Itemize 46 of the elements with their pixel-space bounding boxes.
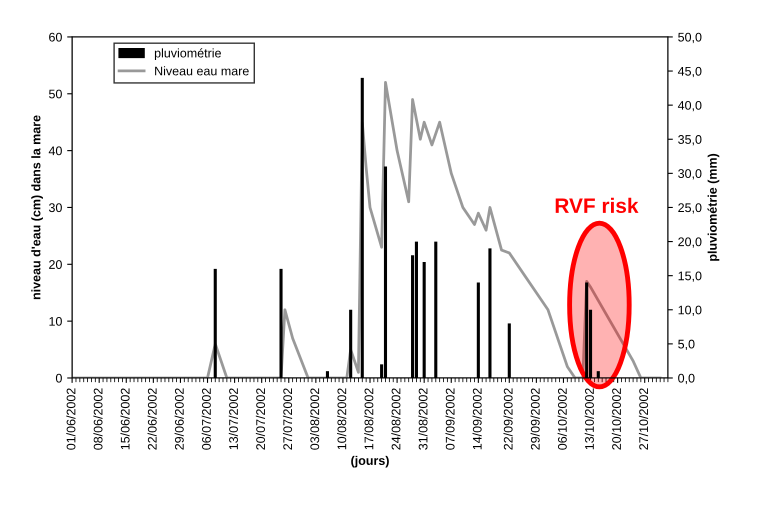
y-tick-label: 30 — [48, 203, 62, 212]
x-tick-label: 06/10/2002 — [558, 388, 567, 450]
y2-tick-label: 5,0 — [678, 340, 695, 350]
x-tick-label: 03/08/2002 — [310, 388, 320, 450]
x-tick-label: 22/06/2002 — [148, 388, 157, 450]
x-tick-label: 06/07/2002 — [202, 388, 211, 450]
x-tick-label: 01/06/2002 — [66, 388, 76, 450]
y-tick-label: 40 — [48, 146, 62, 156]
y-tick-label: 0 — [56, 374, 62, 383]
y-tick-label: 50 — [48, 90, 62, 98]
x-tick-label: 07/09/2002 — [445, 388, 455, 450]
x-tick-label: 24/08/2002 — [391, 388, 400, 450]
x-tick-label: 29/06/2002 — [174, 388, 184, 450]
legend-label: pluviométrie — [154, 48, 221, 60]
y2-tick-label: 35,0 — [678, 135, 702, 146]
x-tick-label: 15/06/2002 — [120, 388, 130, 450]
y2-tick-label: 40,0 — [678, 100, 702, 112]
x-tick-label: 13/10/2002 — [584, 388, 594, 450]
annotation: RVF risk — [556, 198, 639, 214]
y-tick-label: 20 — [49, 260, 62, 269]
y2-tick-label: 0,0 — [678, 374, 695, 384]
y-axis-title: niveau d'eau (cm) dans la mare — [31, 115, 43, 300]
y2-tick-label: 30,0 — [678, 169, 702, 180]
x-tick-label: 27/07/2002 — [282, 388, 292, 450]
y2-tick-label: 20,0 — [678, 237, 702, 248]
y2-tick-label: 45,0 — [678, 66, 702, 78]
x-tick-label: 20/07/2002 — [256, 388, 266, 450]
y2-tick-label: 10,0 — [678, 306, 702, 316]
x-tick-label: 08/06/2002 — [93, 388, 103, 450]
x-tick-label: 13/07/2002 — [228, 388, 238, 450]
x-axis-title: (jours) — [351, 456, 389, 468]
y2-tick-label: 15,0 — [678, 271, 702, 282]
x-tick-label: 17/08/2002 — [364, 388, 374, 450]
y2-tick-label: 25,0 — [678, 203, 702, 214]
x-tick-label: 14/09/2002 — [472, 388, 482, 450]
x-tick-label: 22/09/2002 — [503, 388, 513, 450]
y2-axis-title: pluviométrie (mm) — [708, 154, 720, 261]
y2-tick-label: 50,0 — [678, 32, 702, 44]
x-tick-label: 20/10/2002 — [612, 388, 621, 450]
x-tick-label: 31/08/2002 — [418, 388, 428, 450]
legend-label: Niveau eau mare — [155, 66, 249, 76]
x-tick-label: 27/10/2002 — [638, 388, 648, 450]
x-tick-label: 10/08/2002 — [337, 388, 346, 450]
y-tick-label: 10 — [49, 316, 62, 326]
x-tick-label: 29/09/2002 — [530, 388, 540, 450]
y-tick-label: 60 — [49, 32, 62, 42]
